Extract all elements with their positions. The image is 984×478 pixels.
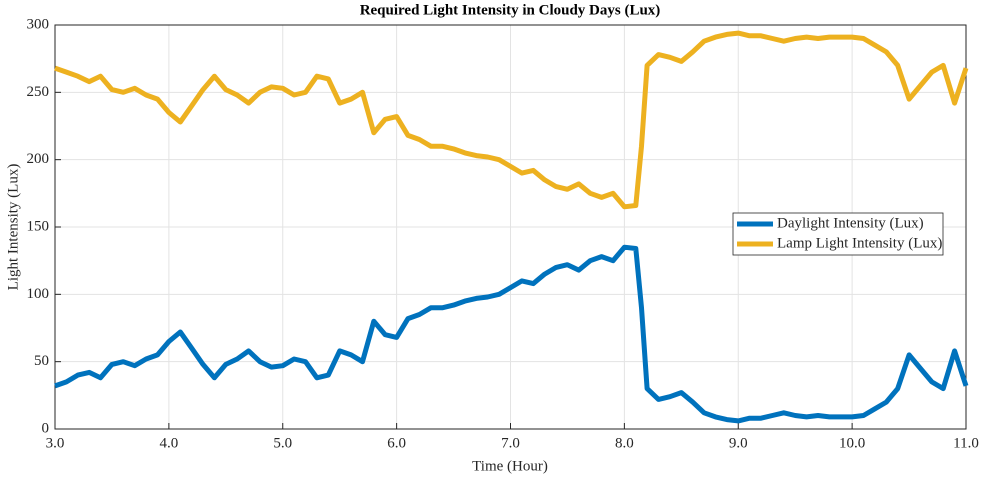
series-line [54, 244, 969, 424]
y-tick-label: 200 [27, 151, 50, 167]
y-tick-label: 0 [42, 420, 50, 436]
x-tick-label: 10.0 [839, 435, 865, 451]
y-tick-label: 100 [27, 286, 50, 302]
x-tick-label: 6.0 [387, 435, 406, 451]
y-tick-label: 300 [27, 16, 50, 32]
y-tick-label: 50 [34, 353, 49, 369]
legend-label: Lamp Light Intensity (Lux) [777, 235, 942, 251]
x-tick-label: 5.0 [273, 435, 292, 451]
y-tick-label: 250 [27, 84, 50, 100]
plot-frame [54, 24, 967, 430]
x-tick-label: 4.0 [160, 435, 179, 451]
x-tick-label: 7.0 [501, 435, 520, 451]
x-axis-label: Time (Hour) [472, 458, 548, 474]
x-tick-label: 3.0 [46, 435, 65, 451]
y-axis-label: Light Intensity (Lux) [5, 164, 21, 291]
series-line [54, 30, 969, 210]
chart-title: Required Light Intensity in Cloudy Days … [360, 2, 661, 18]
x-tick-label: 9.0 [729, 435, 748, 451]
x-tick-label: 8.0 [615, 435, 634, 451]
legend-box [732, 212, 944, 256]
x-tick-label: 11.0 [953, 435, 979, 451]
y-tick-label: 150 [27, 218, 50, 234]
legend-label: Daylight Intensity (Lux) [777, 215, 924, 231]
